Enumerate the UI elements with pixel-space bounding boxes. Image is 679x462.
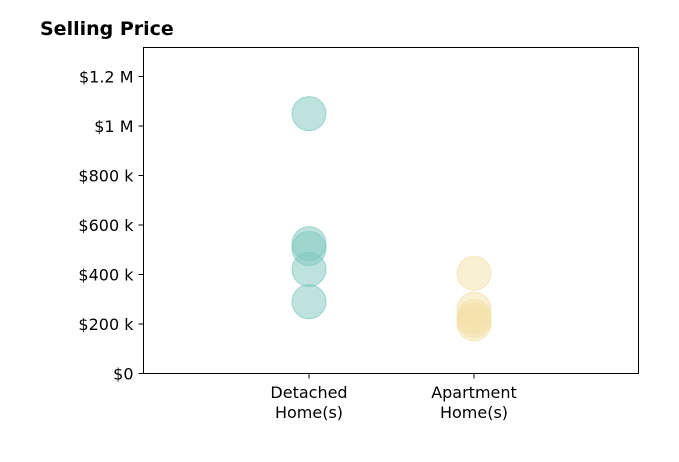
x-tick-label: Home(s) (275, 403, 343, 422)
y-tick-label: $1.2 M (79, 68, 134, 87)
plot-area-frame (143, 47, 639, 374)
y-tick-label: $1 M (94, 117, 133, 136)
data-point (456, 255, 492, 291)
data-point (291, 96, 327, 132)
x-tick-label: Apartment (431, 383, 517, 402)
y-axis: $0 $200 k $400 k $600 k $800 k $1 M $1.2 M (78, 68, 144, 384)
y-tick-label: $0 (113, 365, 133, 384)
y-tick-label: $600 k (78, 216, 134, 235)
data-points (291, 96, 492, 342)
data-point (456, 306, 492, 342)
data-point (291, 252, 327, 288)
y-tick-label: $400 k (78, 266, 134, 285)
chart-title: Selling Price (40, 18, 174, 40)
x-tick-label: Detached (270, 383, 347, 402)
y-tick-label: $800 k (78, 167, 134, 186)
x-tick-label: Home(s) (440, 403, 508, 422)
data-point (291, 284, 327, 320)
y-tick-label: $200 k (78, 315, 134, 334)
